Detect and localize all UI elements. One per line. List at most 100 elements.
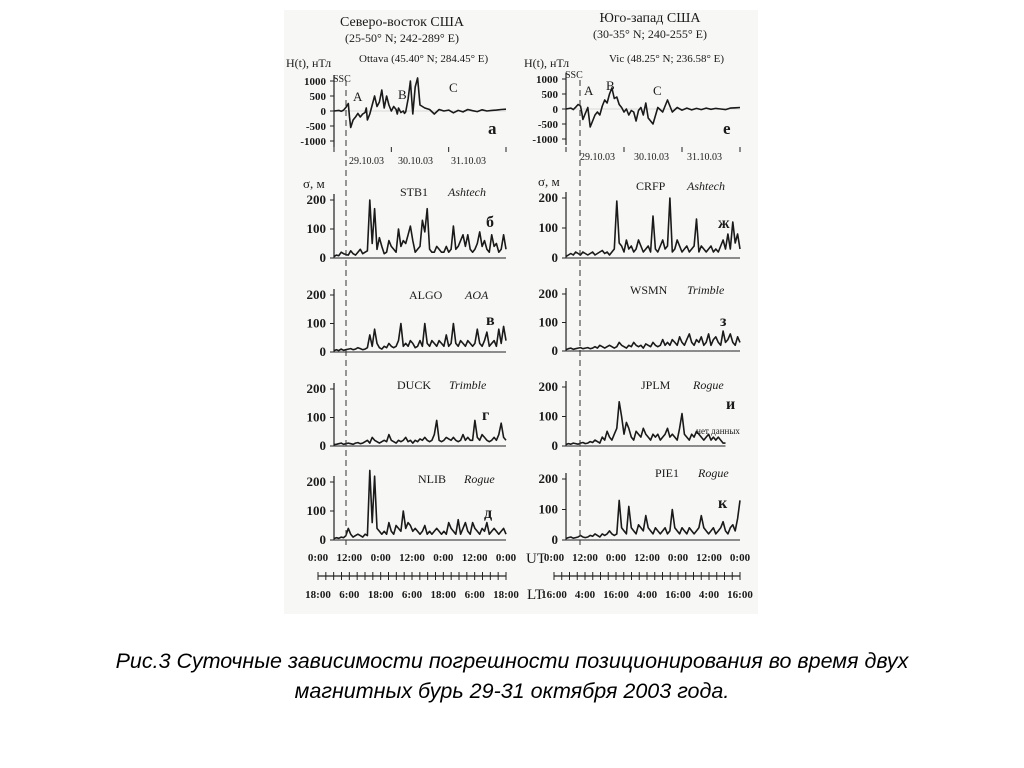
col2-h-ylabel: H(t), нТл <box>524 56 569 70</box>
caption-line-2: магнитных бурь 29-31 октября 2003 года. <box>294 679 730 703</box>
ut-tick-label-col1: 0:00 <box>433 552 454 564</box>
panel-2-ytick-label: 0 <box>320 250 327 265</box>
panel-3-ytick-label: 200 <box>539 190 559 205</box>
panel-7-series-line <box>565 401 726 446</box>
col2-h-station: Vic (48.25° N; 236.58° E) <box>609 53 724 65</box>
nlib-station: NLIB <box>418 472 446 486</box>
panel-9-ytick-label: 0 <box>552 532 559 547</box>
panel-7-ytick-label: 100 <box>539 409 559 424</box>
panel-9-ytick-label: 100 <box>539 502 559 517</box>
panel-0-series-line <box>333 77 507 129</box>
ut-tick-label-col2: 0:00 <box>544 552 565 564</box>
ut-tick-label-col2: 12:00 <box>696 552 722 564</box>
panel-6-ytick-label: 0 <box>320 438 327 453</box>
panel-4-ytick-label: 100 <box>307 316 327 331</box>
col2-ssc: SSC <box>565 70 583 81</box>
col1-h-letter: а <box>488 119 497 138</box>
panel-2-series-line <box>333 199 507 258</box>
panel-2-ytick-label: 100 <box>307 221 327 236</box>
col1-h-ylabel: H(t), нТл <box>286 56 331 70</box>
algo-letter: в <box>486 312 495 329</box>
duck-letter: г <box>482 407 489 424</box>
ut-tick-label-col1: 0:00 <box>308 552 329 564</box>
ut-tick-label-col1: 12:00 <box>462 552 488 564</box>
col1-phase-b: B <box>398 87 407 102</box>
stb1-letter: б <box>486 214 494 231</box>
panel-0-ytick-label: 0 <box>321 106 327 118</box>
col1-date-2: 30.10.03 <box>398 156 433 167</box>
nlib-letter: д <box>484 505 492 522</box>
lt-tick-label-col1: 6:00 <box>339 589 360 601</box>
panel-1-ytick-label: 500 <box>542 89 559 101</box>
ut-tick-label-col2: 0:00 <box>730 552 751 564</box>
jplm-letter: и <box>726 396 735 413</box>
col2-date-2: 30.10.03 <box>634 152 669 163</box>
col1-phase-c: C <box>449 80 458 95</box>
ut-tick-label-col2: 0:00 <box>606 552 627 564</box>
panel-8-ytick-label: 0 <box>320 532 327 547</box>
panel-3-ytick-label: 100 <box>539 220 559 235</box>
lt-tick-label-col1: 18:00 <box>305 589 331 601</box>
panel-1-series-line <box>565 87 741 128</box>
lt-tick-label-col1: 6:00 <box>402 589 423 601</box>
panel-0-ytick-label: -500 <box>306 121 327 133</box>
panel-9-series-line <box>565 499 741 540</box>
panel-2-ytick-label: 200 <box>307 192 327 207</box>
duck-station: DUCK <box>397 378 431 392</box>
panel-4-ytick-label: 200 <box>307 287 327 302</box>
lt-tick-label-col2: 16:00 <box>541 589 567 601</box>
panel-8-ytick-label: 200 <box>307 474 327 489</box>
panel-0-ytick-label: -1000 <box>300 136 326 148</box>
wsmn-receiver: Trimble <box>687 283 725 297</box>
panel-5-ytick-label: 100 <box>539 315 559 330</box>
ut-tick-label-col1: 12:00 <box>336 552 362 564</box>
col2-phase-b: B <box>606 78 615 93</box>
panel-6-ytick-label: 100 <box>307 410 327 425</box>
ut-tick-label-col1: 12:00 <box>399 552 425 564</box>
panel-1-ytick-label: 0 <box>553 104 559 116</box>
panel-5-ytick-label: 200 <box>539 286 559 301</box>
col1-date-3: 31.10.03 <box>451 156 486 167</box>
panel-0-ytick-label: 500 <box>310 91 327 103</box>
figure-svg: Северо-восток США (25-50° N; 242-289° E)… <box>284 10 758 614</box>
col1-h-station: Ottava (45.40° N; 284.45° E) <box>359 53 489 65</box>
algo-receiver: AOA <box>464 288 489 302</box>
lt-tick-label-col2: 4:00 <box>637 589 658 601</box>
panel-5-series-line <box>565 330 741 351</box>
crfp-receiver: Ashtech <box>686 179 725 193</box>
col1-lt-label: LT <box>527 587 544 603</box>
panel-3-ytick-label: 0 <box>552 250 559 265</box>
lt-tick-label-col2: 16:00 <box>665 589 691 601</box>
lt-tick-label-col1: 6:00 <box>465 589 486 601</box>
pie1-receiver: Rogue <box>697 466 729 480</box>
stb1-station: STB1 <box>400 185 428 199</box>
panel-7-ytick-label: 200 <box>539 379 559 394</box>
jplm-receiver: Rogue <box>692 378 724 392</box>
panel-4-series-line <box>333 322 507 352</box>
ut-tick-label-col1: 0:00 <box>371 552 392 564</box>
col2-date-1: 29.10.03 <box>580 152 615 163</box>
ut-tick-label-col2: 12:00 <box>634 552 660 564</box>
col2-subtitle: (30-35° N; 240-255° E) <box>593 27 707 41</box>
lt-tick-label-col2: 16:00 <box>603 589 629 601</box>
ut-tick-label-col2: 0:00 <box>668 552 689 564</box>
col1-ut-label: UT <box>526 551 546 567</box>
panel-1-ytick-label: -500 <box>538 119 559 131</box>
wsmn-station: WSMN <box>630 283 668 297</box>
col1-sigma-label: σ, м <box>303 176 325 191</box>
wsmn-letter: з <box>720 313 727 330</box>
panel-0-ytick-label: 1000 <box>304 76 327 88</box>
scan-background <box>284 10 758 614</box>
crfp-letter: ж <box>718 215 730 232</box>
panel-6-ytick-label: 200 <box>307 381 327 396</box>
panel-1-ytick-label: 1000 <box>536 74 559 86</box>
panel-5-ytick-label: 0 <box>552 343 559 358</box>
col1-title: Северо-восток США <box>340 15 465 30</box>
col2-title: Юго-запад США <box>600 11 702 26</box>
col2-h-letter: е <box>723 119 731 138</box>
panel-4-ytick-label: 0 <box>320 344 327 359</box>
ut-tick-label-col1: 0:00 <box>496 552 517 564</box>
caption-line-1: Рис.3 Суточные зависимости погрешности п… <box>115 649 909 673</box>
panel-3-series-line <box>565 197 741 258</box>
lt-tick-label-col2: 4:00 <box>575 589 596 601</box>
